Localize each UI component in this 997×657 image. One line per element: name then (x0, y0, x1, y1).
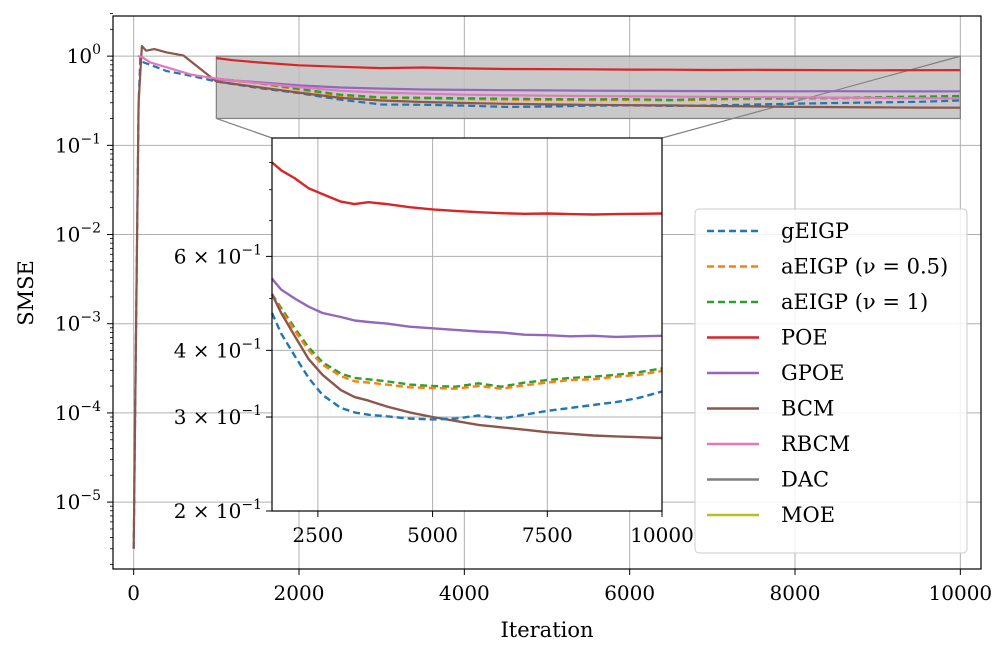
inset-y-tick-label: 6 × 10−1 (174, 242, 262, 268)
legend-label: POE (781, 326, 828, 350)
y-tick-base: 10 (55, 223, 80, 247)
y-tick-exponent: −1 (80, 131, 101, 147)
legend-label: DAC (781, 468, 829, 492)
main-axis-ticks: 0 2000 4000 6000 8000 1000010010−110−210−310−… (55, 13, 993, 605)
legend-box (694, 208, 968, 554)
x-tick-label: 0 (127, 581, 140, 605)
inset-x-tick-label: 5000 (407, 523, 458, 547)
inset-series-line-gpoe (271, 277, 663, 339)
legend-label: MOE (781, 503, 835, 527)
inset-y-tick-mantissa: 6 × 10 (174, 244, 242, 268)
y-tick-base: 10 (55, 490, 80, 514)
y-tick-exponent: −2 (80, 221, 101, 237)
y-tick-base: 10 (55, 133, 80, 157)
inset-y-tick-exponent: −1 (241, 336, 262, 352)
legend-item-geigp: gEIGP (707, 219, 849, 243)
legend-label: RBCM (781, 432, 850, 456)
y-tick-exponent: −3 (80, 310, 101, 326)
legend-item-aeigp-0-5: aEIGP (ν = 0.5) (707, 255, 948, 279)
inset-y-tick-mantissa: 2 × 10 (174, 499, 242, 523)
inset-y-tick-mantissa: 3 × 10 (174, 405, 242, 429)
main-axes-frame (112, 15, 982, 570)
inset-y-tick-label: 3 × 10−1 (174, 403, 262, 429)
inset-y-tick-label: 2 × 10−1 (174, 497, 262, 523)
x-tick-label: 2000 (274, 581, 325, 605)
y-tick-base: 10 (55, 401, 80, 425)
inset-y-tick-label: 4 × 10−1 (174, 336, 262, 362)
series-line-poe (216, 57, 961, 72)
inset-x-tick-label: 7500 (522, 523, 573, 547)
x-tick-label: 4000 (439, 581, 490, 605)
legend-label: GPOE (781, 361, 844, 385)
y-tick-label: 10−1 (55, 131, 101, 157)
x-axis-title: Iteration (500, 618, 593, 642)
legend-item-moe: MOE (707, 503, 835, 527)
x-tick-label: 8000 (770, 581, 821, 605)
inset-background (272, 138, 662, 511)
y-tick-base: 10 (67, 44, 92, 68)
x-tick-label: 6000 (604, 581, 655, 605)
inset-series-line-aeigp-1 (270, 293, 663, 388)
y-tick-base: 10 (55, 312, 80, 336)
legend-item-dac: DAC (707, 468, 829, 492)
inset-y-tick-exponent: −1 (241, 242, 262, 258)
inset-y-tick-exponent: −1 (241, 403, 262, 419)
legend-item-aeigp-1: aEIGP (ν = 1) (707, 290, 928, 314)
series-line-geigp (132, 57, 961, 549)
legend-label: aEIGP (ν = 0.5) (781, 255, 948, 279)
y-tick-label: 10−2 (55, 221, 101, 247)
inset-x-tick-label: 2500 (292, 523, 343, 547)
y-tick-label: 10−3 (55, 310, 101, 336)
inset-y-tick-mantissa: 4 × 10 (174, 338, 242, 362)
y-axis-title: SMSE (14, 260, 38, 326)
series-line-bcm (132, 44, 961, 549)
y-tick-exponent: −4 (80, 399, 101, 415)
x-tick-label: 10000 (929, 581, 993, 605)
inset-series-line-poe (271, 161, 663, 216)
series-line-gpoe (216, 78, 961, 93)
legend-label: gEIGP (781, 219, 849, 243)
inset-frame (271, 137, 663, 512)
y-tick-label: 10−4 (55, 399, 101, 425)
y-tick-exponent: −5 (80, 488, 101, 504)
y-tick-label: 10−5 (55, 488, 101, 514)
inset-series-line-bcm (270, 293, 663, 440)
legend-item-rbcm: RBCM (707, 432, 850, 456)
inset-series-lines (270, 161, 663, 440)
zoom-connector-left (216, 117, 273, 139)
series-line-rbcm (137, 55, 961, 100)
legend-item-poe: POE (707, 326, 828, 350)
inset-y-tick-exponent: −1 (241, 497, 262, 513)
legend-label: aEIGP (ν = 1) (781, 290, 928, 314)
y-tick-label: 100 (67, 42, 101, 68)
y-tick-exponent: 0 (92, 42, 101, 58)
inset-series-line-aeigp-0-5 (270, 293, 663, 390)
inset-x-tick-label: 10000 (630, 523, 694, 547)
inset-series-line-geigp (270, 312, 663, 421)
legend: gEIGP aEIGP (ν = 0.5) aEIGP (ν = 1) POE GPOE… (694, 208, 968, 554)
main-series-lines (132, 44, 961, 549)
legend-label: BCM (781, 397, 834, 421)
legend-item-bcm: BCM (707, 397, 834, 421)
legend-item-gpoe: GPOE (707, 361, 844, 385)
